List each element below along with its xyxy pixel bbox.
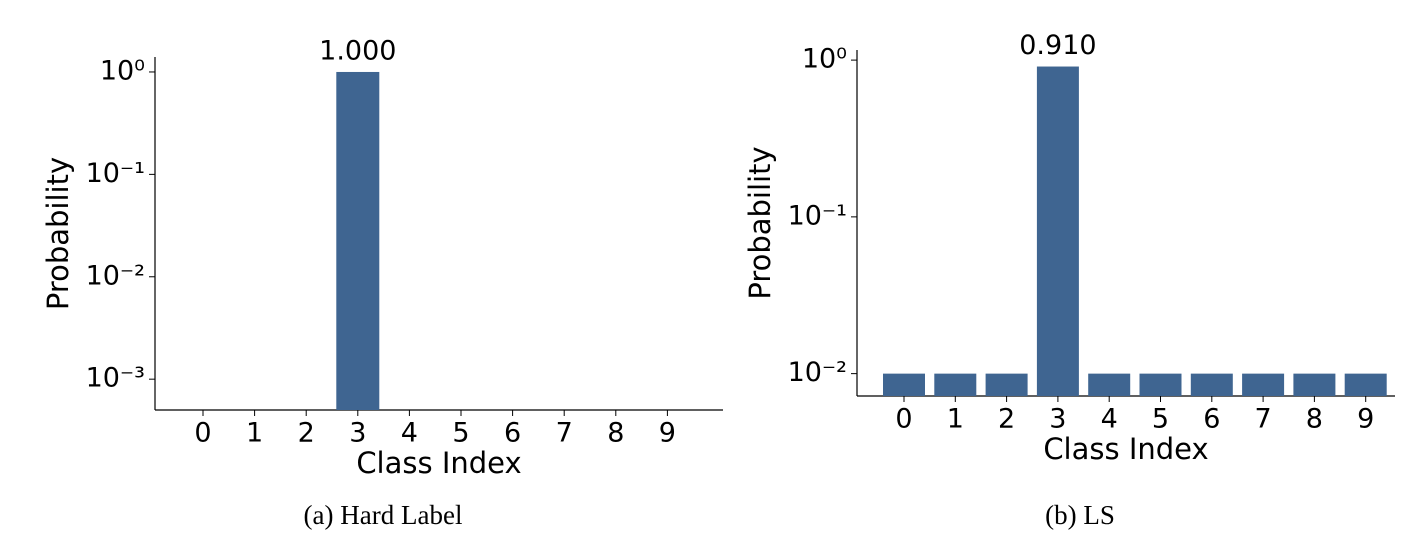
caption: (b) LS <box>1045 500 1115 530</box>
value-label: 0.910 <box>1019 30 1096 61</box>
x-tick-label: 2 <box>298 418 315 449</box>
x-axis-label: Class Index <box>1043 432 1208 466</box>
bar <box>985 373 1028 396</box>
y-tick-label: 10⁰ <box>802 44 847 75</box>
x-tick-label: 0 <box>194 418 211 449</box>
x-tick-label: 7 <box>1255 404 1272 435</box>
x-tick-label: 7 <box>556 418 573 449</box>
x-tick-label: 1 <box>246 418 263 449</box>
x-tick-label: 8 <box>607 418 624 449</box>
y-tick-label: 10⁻¹ <box>86 158 145 189</box>
y-tick-label: 10⁻² <box>788 357 847 388</box>
x-tick-label: 6 <box>504 418 521 449</box>
bar <box>1190 373 1233 396</box>
bar <box>1293 373 1336 396</box>
x-tick-label: 4 <box>1101 404 1118 435</box>
y-tick-label: 10⁻³ <box>86 363 145 394</box>
y-tick-label: 10⁻² <box>86 260 145 291</box>
bar <box>883 373 925 396</box>
y-tick-label: 10⁰ <box>100 55 145 86</box>
y-axis-label: Probability <box>743 146 777 299</box>
x-tick-label: 9 <box>659 418 676 449</box>
x-tick-label: 3 <box>1049 404 1066 435</box>
bar <box>1139 373 1182 396</box>
x-tick-label: 4 <box>401 418 418 449</box>
y-tick-label: 10⁻¹ <box>788 200 847 231</box>
x-tick-label: 2 <box>998 404 1015 435</box>
x-tick-label: 3 <box>349 418 366 449</box>
bar <box>1088 373 1131 396</box>
value-label: 1.000 <box>319 35 396 66</box>
bar <box>1036 66 1079 396</box>
bar <box>1344 373 1387 396</box>
x-tick-label: 1 <box>947 404 964 435</box>
x-tick-label: 0 <box>895 404 912 435</box>
bar <box>934 373 977 396</box>
x-tick-label: 9 <box>1357 404 1374 435</box>
x-tick-label: 5 <box>452 418 469 449</box>
x-axis-label: Class Index <box>356 446 521 480</box>
x-tick-label: 5 <box>1152 404 1169 435</box>
caption: (a) Hard Label <box>304 500 463 530</box>
bar <box>1242 373 1285 396</box>
bar <box>336 71 380 410</box>
x-tick-label: 6 <box>1203 404 1220 435</box>
y-axis-label: Probability <box>41 157 75 310</box>
x-tick-label: 8 <box>1306 404 1323 435</box>
